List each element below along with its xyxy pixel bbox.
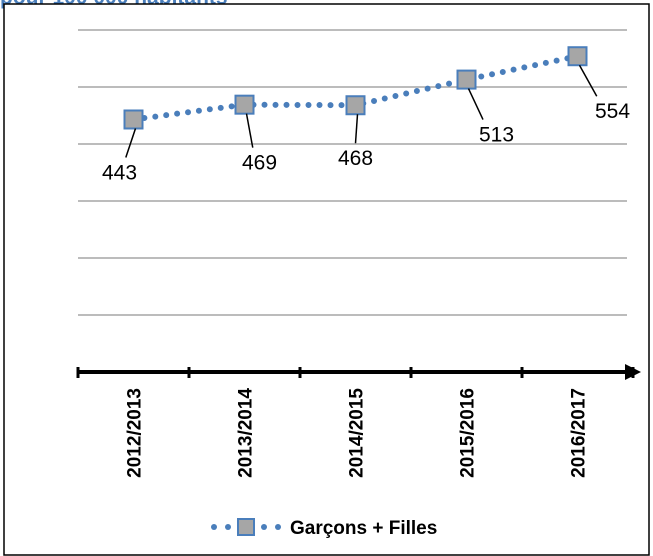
legend-line-dot — [261, 524, 267, 530]
data-point-marker — [345, 95, 366, 116]
x-tick-label: 2015/2016 — [458, 388, 479, 478]
series-line — [123, 46, 588, 130]
legend-label: Garçons + Filles — [290, 518, 437, 539]
data-label: 513 — [479, 124, 514, 147]
legend-line-dot — [275, 524, 281, 530]
data-label-leader — [467, 88, 484, 120]
data-label-leader — [125, 128, 137, 158]
data-label-leader — [354, 114, 359, 144]
data-label-leader — [245, 113, 254, 148]
data-label-leader — [578, 64, 598, 97]
x-tick-label: 2014/2015 — [347, 388, 368, 478]
data-point-marker — [456, 69, 477, 90]
data-label: 554 — [595, 100, 630, 123]
legend-marker — [237, 518, 255, 536]
x-tick-label: 2016/2017 — [569, 388, 590, 478]
data-label: 443 — [102, 161, 137, 184]
legend: Garçons + Filles — [211, 518, 437, 539]
legend-line-dot — [225, 524, 231, 530]
x-tick-label: 2012/2013 — [125, 388, 146, 478]
data-point-marker — [123, 109, 144, 130]
legend-line-dot — [211, 524, 217, 530]
chart-border — [3, 3, 650, 556]
data-point-marker — [567, 46, 588, 67]
data-point-marker — [234, 94, 255, 115]
gridlines — [78, 29, 627, 316]
data-label: 468 — [338, 147, 373, 170]
data-label: 469 — [242, 152, 277, 175]
x-axis — [76, 364, 641, 380]
data-labels: 443 469 468 513 554 — [102, 64, 630, 184]
x-tick-labels: 2012/2013 2013/2014 2014/2015 2015/2016 2016… — [125, 388, 590, 478]
x-tick-label: 2013/2014 — [236, 388, 257, 478]
